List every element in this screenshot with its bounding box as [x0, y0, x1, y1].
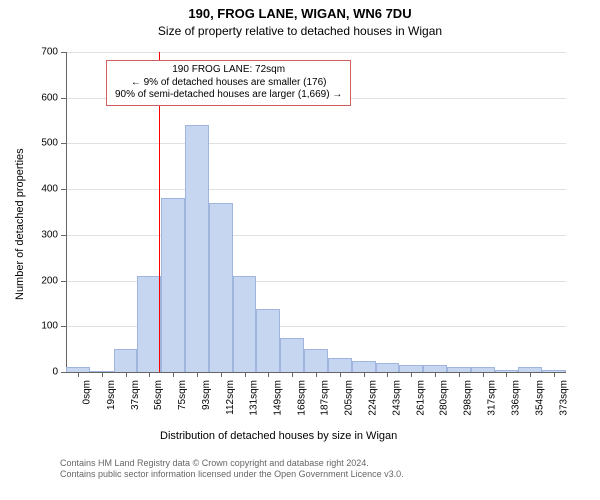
y-tick-label: 100 — [0, 321, 58, 332]
footer-line-1: Contains HM Land Registry data © Crown c… — [60, 458, 404, 469]
y-tick-mark — [61, 235, 66, 236]
info-line-3: 90% of semi-detached houses are larger (… — [115, 89, 342, 102]
histogram-bar — [233, 276, 257, 372]
y-tick-label: 0 — [0, 367, 58, 378]
histogram-bar — [304, 349, 328, 372]
histogram-bar — [209, 203, 233, 372]
x-tick-mark — [126, 372, 127, 377]
x-tick-mark — [197, 372, 198, 377]
y-tick-label: 200 — [0, 275, 58, 286]
histogram-bar — [328, 358, 352, 372]
x-tick-mark — [78, 372, 79, 377]
grid-line — [66, 143, 566, 144]
chart-subtitle: Size of property relative to detached ho… — [0, 24, 600, 38]
x-tick-label: 317sqm — [487, 380, 498, 416]
x-tick-mark — [411, 372, 412, 377]
x-tick-label: 224sqm — [368, 380, 379, 416]
y-tick-mark — [61, 143, 66, 144]
x-tick-mark — [245, 372, 246, 377]
x-tick-label: 354sqm — [534, 380, 545, 416]
histogram-bar — [399, 365, 423, 372]
x-tick-mark — [292, 372, 293, 377]
x-tick-mark — [149, 372, 150, 377]
x-tick-label: 261sqm — [415, 380, 426, 416]
info-line-1: 190 FROG LANE: 72sqm — [115, 64, 342, 77]
y-tick-mark — [61, 52, 66, 53]
y-tick-mark — [61, 98, 66, 99]
x-tick-mark — [459, 372, 460, 377]
x-tick-mark — [173, 372, 174, 377]
x-tick-mark — [340, 372, 341, 377]
x-tick-mark — [316, 372, 317, 377]
x-tick-label: 280sqm — [439, 380, 450, 416]
y-axis-line — [66, 52, 67, 372]
x-tick-label: 56sqm — [153, 380, 164, 410]
x-tick-mark — [554, 372, 555, 377]
histogram-bar — [256, 309, 280, 372]
y-tick-label: 500 — [0, 138, 58, 149]
info-box: 190 FROG LANE: 72sqm ← 9% of detached ho… — [106, 60, 351, 106]
x-tick-label: 19sqm — [106, 380, 117, 410]
x-tick-label: 131sqm — [249, 380, 260, 416]
histogram-bar — [185, 125, 209, 372]
x-tick-label: 243sqm — [391, 380, 402, 416]
grid-line — [66, 52, 566, 53]
x-tick-label: 149sqm — [272, 380, 283, 416]
histogram-bar — [114, 349, 138, 372]
x-tick-mark — [221, 372, 222, 377]
y-tick-mark — [61, 189, 66, 190]
x-tick-mark — [530, 372, 531, 377]
histogram-bar — [352, 361, 376, 372]
y-tick-mark — [61, 281, 66, 282]
y-tick-mark — [61, 326, 66, 327]
y-tick-label: 400 — [0, 184, 58, 195]
histogram-bar — [376, 363, 400, 372]
x-tick-label: 0sqm — [82, 380, 93, 404]
footer-line-2: Contains public sector information licen… — [60, 469, 404, 480]
x-tick-mark — [364, 372, 365, 377]
x-tick-label: 298sqm — [463, 380, 474, 416]
histogram-bar — [423, 365, 447, 372]
x-tick-label: 336sqm — [510, 380, 521, 416]
footer-text: Contains HM Land Registry data © Crown c… — [60, 458, 404, 480]
x-axis-label: Distribution of detached houses by size … — [160, 430, 397, 442]
grid-line — [66, 235, 566, 236]
x-tick-mark — [506, 372, 507, 377]
histogram-bar — [161, 198, 185, 372]
grid-line — [66, 189, 566, 190]
x-tick-mark — [387, 372, 388, 377]
x-tick-label: 112sqm — [225, 380, 236, 415]
chart-container: { "chart": { "type": "histogram", "title… — [0, 0, 600, 500]
x-tick-mark — [102, 372, 103, 377]
chart-title: 190, FROG LANE, WIGAN, WN6 7DU — [0, 6, 600, 21]
x-tick-label: 37sqm — [130, 380, 141, 410]
y-tick-label: 700 — [0, 47, 58, 58]
x-tick-mark — [435, 372, 436, 377]
x-tick-mark — [483, 372, 484, 377]
x-tick-mark — [268, 372, 269, 377]
y-tick-mark — [61, 372, 66, 373]
x-tick-label: 75sqm — [177, 380, 188, 410]
info-line-2: ← 9% of detached houses are smaller (176… — [115, 77, 342, 90]
x-tick-label: 373sqm — [558, 380, 569, 416]
x-tick-label: 168sqm — [296, 380, 307, 416]
y-tick-label: 300 — [0, 229, 58, 240]
y-tick-label: 600 — [0, 92, 58, 103]
histogram-bar — [280, 338, 304, 372]
x-tick-label: 205sqm — [344, 380, 355, 416]
x-tick-label: 93sqm — [201, 380, 212, 410]
x-tick-label: 187sqm — [320, 380, 331, 416]
